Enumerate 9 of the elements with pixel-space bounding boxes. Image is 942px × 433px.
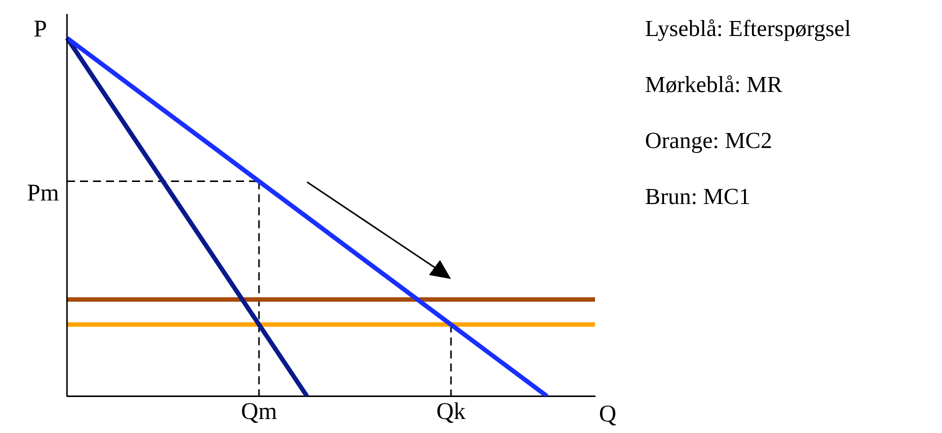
x-tick-label: Qk — [436, 398, 466, 425]
text: Mørkeblå: MR — [645, 72, 784, 98]
y-axis-title: P — [34, 16, 47, 42]
x-axis-title: Q — [599, 401, 616, 428]
text: Lyseblå: Efterspørgsel — [645, 16, 851, 42]
x-tick-label: Qm — [241, 398, 278, 425]
text: Orange: MC2 — [645, 128, 772, 154]
text: Brun: MC1 — [645, 184, 750, 210]
text: Pm — [26, 180, 60, 206]
